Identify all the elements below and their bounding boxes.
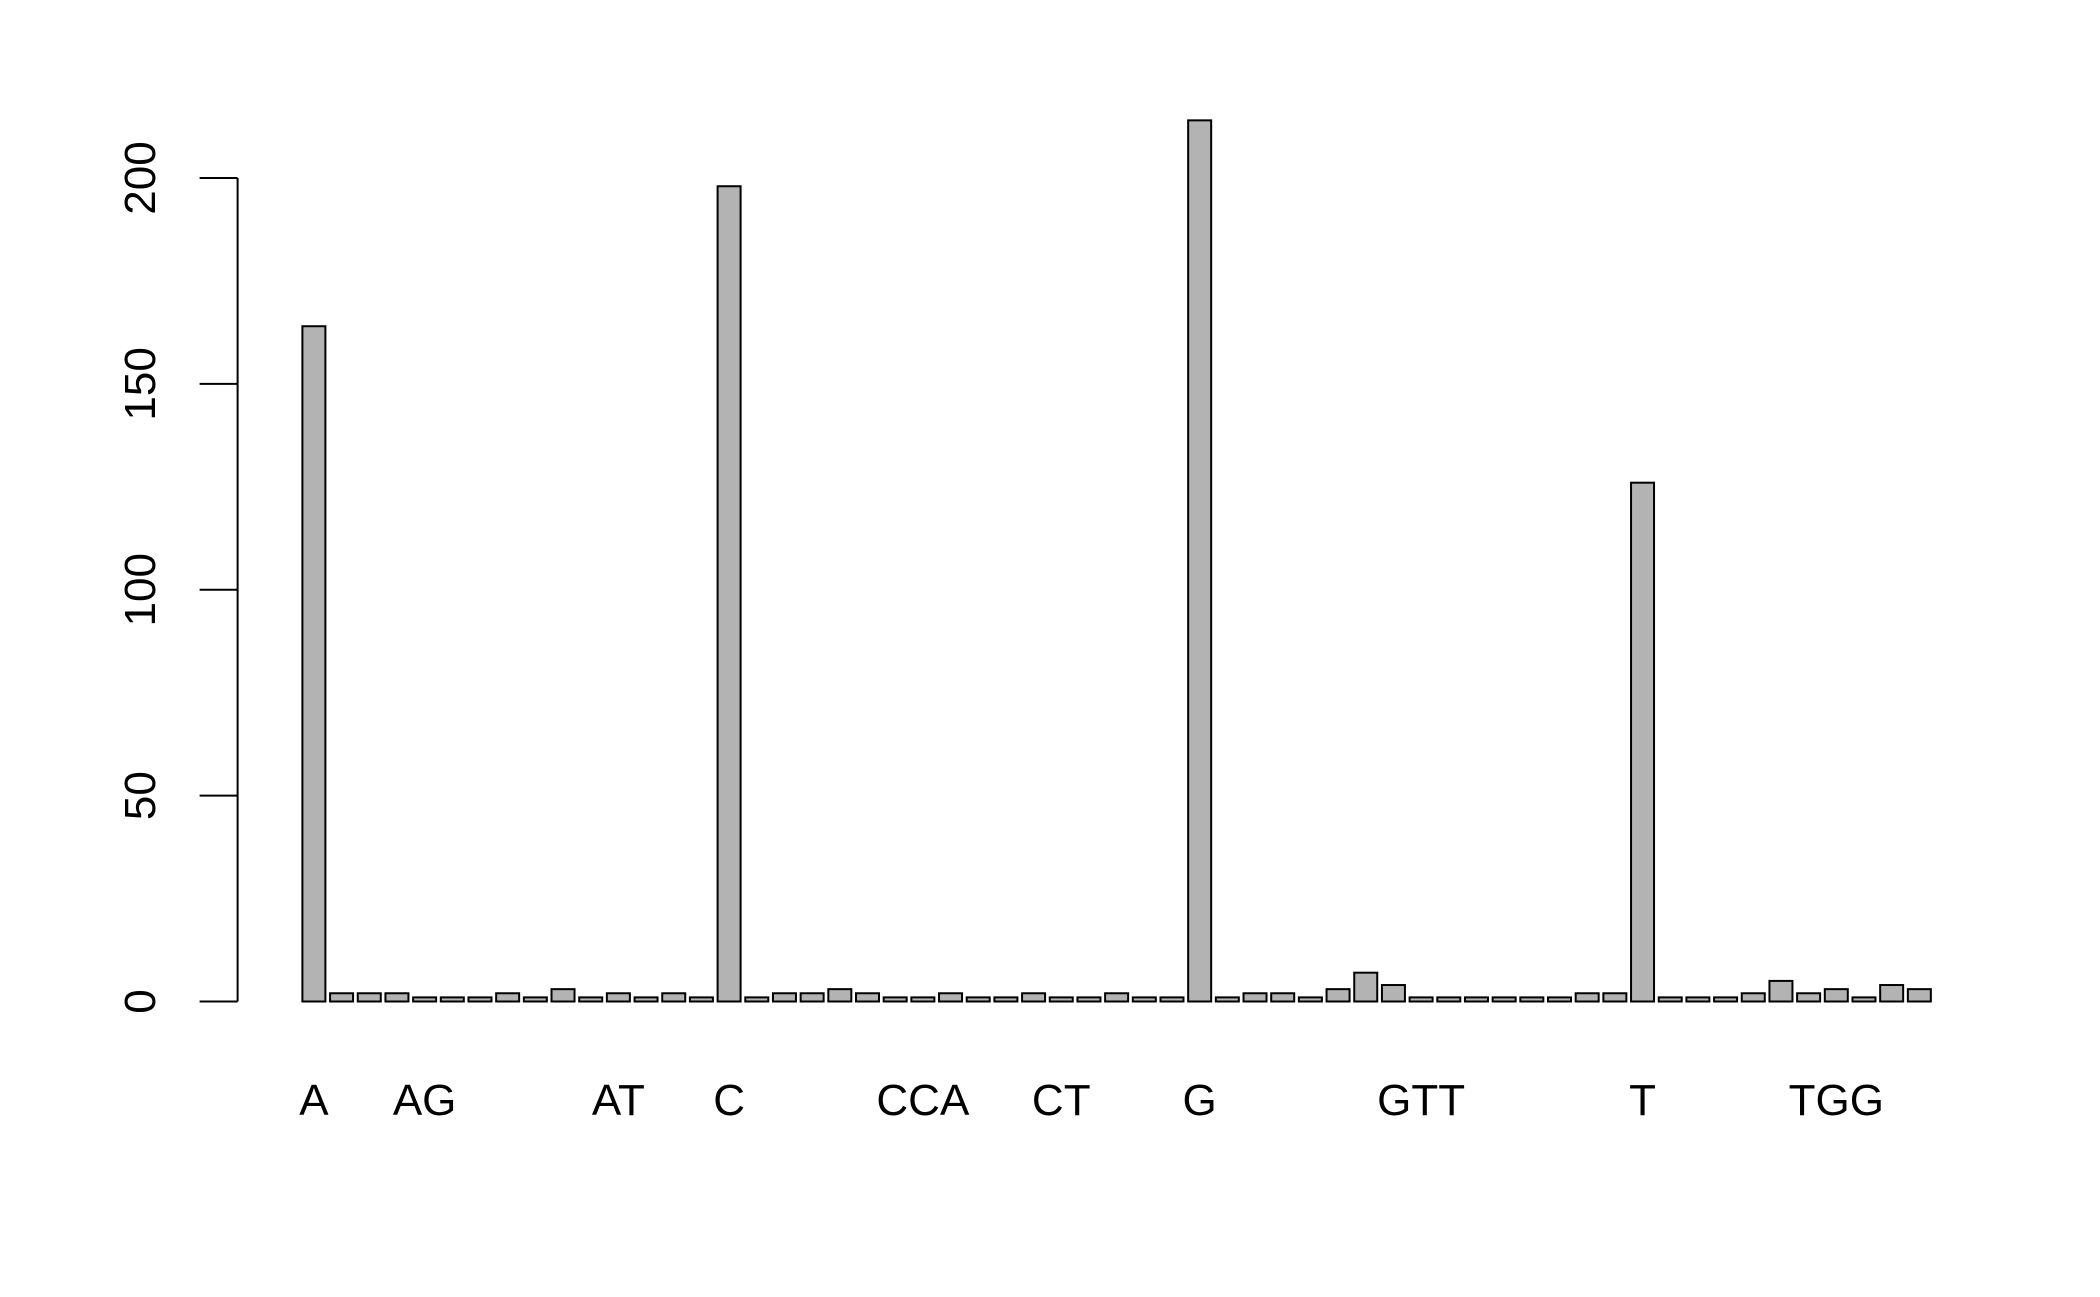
bar [439, 996, 465, 1003]
bar [1851, 996, 1877, 1003]
bar [1906, 988, 1932, 1003]
bar [1713, 996, 1739, 1003]
bar [1685, 996, 1711, 1003]
bar [688, 996, 714, 1003]
bar [716, 185, 742, 1003]
bar [1768, 979, 1794, 1003]
bar [771, 992, 797, 1003]
bar [1325, 988, 1351, 1003]
bar [965, 996, 991, 1003]
bar [1740, 992, 1766, 1003]
x-tick-label: A [299, 1076, 329, 1125]
bar [1630, 481, 1656, 1003]
bar [1602, 992, 1628, 1003]
x-tick-label: AG [393, 1076, 457, 1125]
bar [1297, 996, 1323, 1003]
bar [661, 992, 687, 1003]
bar [882, 996, 908, 1003]
x-tick-label: C [713, 1076, 745, 1125]
bar [1021, 992, 1047, 1003]
bar [1519, 996, 1545, 1003]
x-tick-label: AT [592, 1076, 645, 1125]
bar [1187, 119, 1213, 1003]
x-tick-label: GTT [1377, 1076, 1465, 1125]
bar [467, 996, 493, 1003]
bar [938, 992, 964, 1003]
x-tick-label: T [1629, 1076, 1656, 1125]
bar [633, 996, 659, 1003]
bar [1076, 996, 1102, 1003]
x-tick-label: CCA [876, 1076, 970, 1125]
bar [356, 992, 382, 1003]
bar [1214, 996, 1240, 1003]
bar [1657, 996, 1683, 1003]
bar [550, 988, 576, 1003]
bar [1408, 996, 1434, 1003]
bar [1242, 992, 1268, 1003]
bar [495, 992, 521, 1003]
bar [1547, 996, 1572, 1003]
x-tick-label: TGG [1789, 1076, 1884, 1125]
y-tick-label: 100 [116, 553, 165, 626]
bar [605, 992, 631, 1003]
bar [301, 325, 327, 1003]
x-tick-label: G [1183, 1076, 1217, 1125]
bar [1491, 996, 1517, 1003]
bar [910, 996, 936, 1003]
bar [1796, 992, 1822, 1003]
bar [1104, 992, 1130, 1003]
bar [1463, 996, 1489, 1003]
bar [1574, 992, 1600, 1003]
x-tick-label: CT [1032, 1076, 1091, 1125]
bar [1353, 971, 1379, 1003]
bar [1131, 996, 1157, 1003]
bar [384, 992, 410, 1003]
bar [993, 996, 1019, 1003]
bar [1159, 996, 1185, 1003]
bar [1823, 988, 1849, 1003]
y-tick-label: 50 [116, 771, 165, 820]
y-tick-label: 0 [116, 989, 165, 1013]
bar [522, 996, 548, 1003]
y-tick-label: 150 [116, 347, 165, 420]
bar [1436, 996, 1462, 1003]
bar [827, 988, 853, 1003]
y-tick-label: 200 [116, 141, 165, 214]
bar [329, 992, 355, 1003]
bar [412, 996, 438, 1003]
bar [855, 992, 880, 1003]
bar [1048, 996, 1074, 1003]
bar [744, 996, 770, 1003]
bar [578, 996, 604, 1003]
bar [1380, 984, 1406, 1003]
bar [1879, 984, 1905, 1003]
bar [799, 992, 825, 1003]
bar [1270, 992, 1296, 1003]
